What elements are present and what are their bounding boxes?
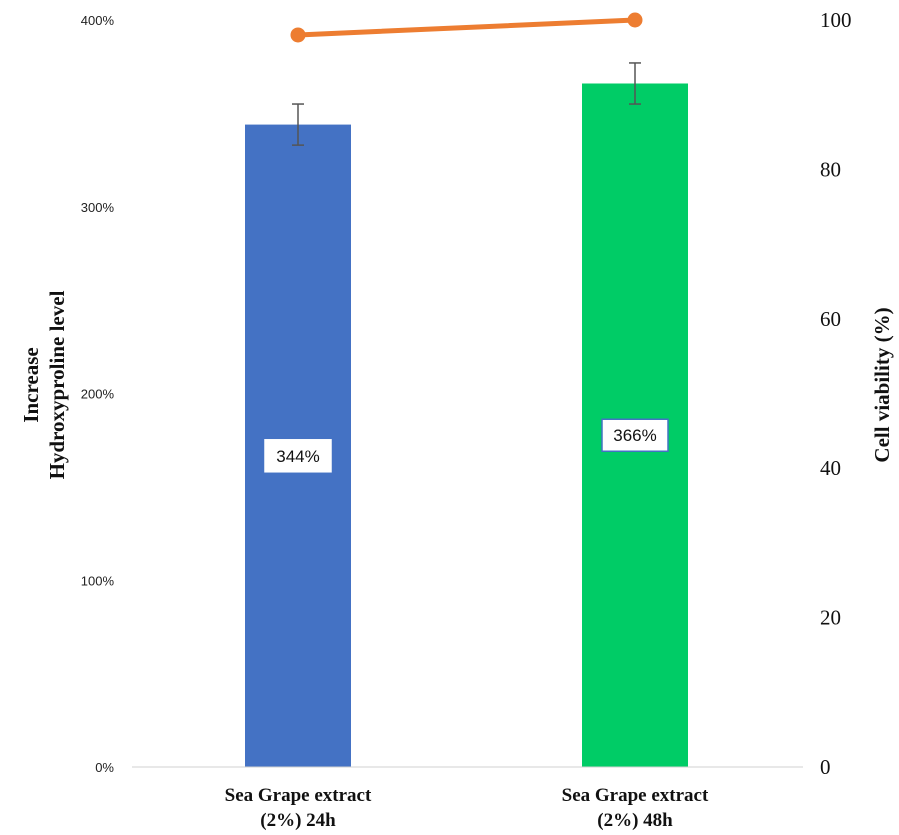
viability-point [290,27,306,43]
left-tick-label: 100% [81,573,115,588]
right-axis-ticks: 0 20 40 60 80 100 [820,8,852,779]
line-series [290,12,643,43]
error-bars [292,62,641,146]
category-label: Sea Grape extract (2%) 48h [562,785,709,831]
svg-text:344%: 344% [276,447,319,466]
left-axis-title: IncreaseHydroxyproline level [19,290,69,479]
data-label: 366% [601,418,669,452]
data-labels: 344% 366% [264,418,669,473]
right-tick-label: 100 [820,8,852,32]
error-bar [292,103,304,146]
svg-text:366%: 366% [613,426,656,445]
viability-point [627,12,643,28]
category-labels: Sea Grape extract (2%) 24h Sea Grape extra… [225,785,709,831]
left-tick-label: 0% [95,760,114,775]
error-bar [629,62,641,105]
left-tick-label: 200% [81,387,115,402]
right-axis-title: Cell viability (%) [870,307,894,462]
left-tick-label: 300% [81,200,115,215]
right-tick-label: 0 [820,755,831,779]
axis-titles: IncreaseHydroxyproline level Cell viabili… [19,290,894,479]
data-label: 344% [264,439,332,473]
right-tick-label: 40 [820,456,841,480]
right-tick-label: 20 [820,606,841,630]
right-tick-label: 60 [820,307,841,331]
right-tick-label: 80 [820,157,841,181]
left-axis-ticks: 0% 100% 200% 300% 400% [81,13,115,775]
left-tick-label: 400% [81,13,115,28]
viability-line [295,17,638,38]
category-label: Sea Grape extract (2%) 24h [225,785,372,831]
